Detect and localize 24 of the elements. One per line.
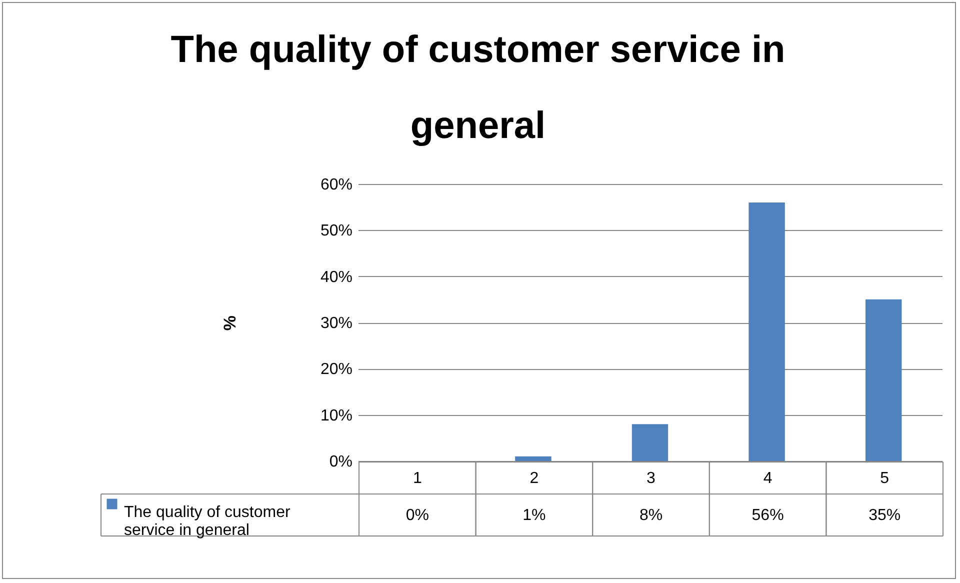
x-tick-label: 2 (530, 470, 539, 487)
chart-title: The quality of customer service in general (170, 29, 786, 147)
x-tick-label: 1 (412, 470, 422, 487)
x-tick-label: 5 (880, 470, 890, 487)
y-tick-label: 40% (320, 268, 352, 286)
data-label: 1% (522, 507, 546, 524)
legend-label: The quality of customer service in general (124, 504, 291, 539)
y-tick-label: 60% (320, 176, 352, 194)
y-tick-label: 50% (320, 222, 352, 240)
data-label: 35% (868, 507, 901, 524)
bar (632, 424, 668, 461)
y-tick-label: 10% (320, 407, 352, 424)
y-axis-title: % (220, 315, 240, 331)
data-label: 8% (639, 507, 663, 524)
bar (748, 202, 785, 461)
data-label: 56% (752, 507, 784, 524)
data-label: 0% (406, 507, 429, 524)
bar (515, 456, 552, 461)
y-tick-label: 30% (320, 315, 352, 332)
x-tick-label: 3 (646, 470, 656, 487)
bar (865, 299, 902, 461)
x-tick-label: 4 (763, 470, 772, 487)
y-tick-label: 20% (320, 361, 352, 378)
y-tick-label: 0% (329, 454, 352, 470)
